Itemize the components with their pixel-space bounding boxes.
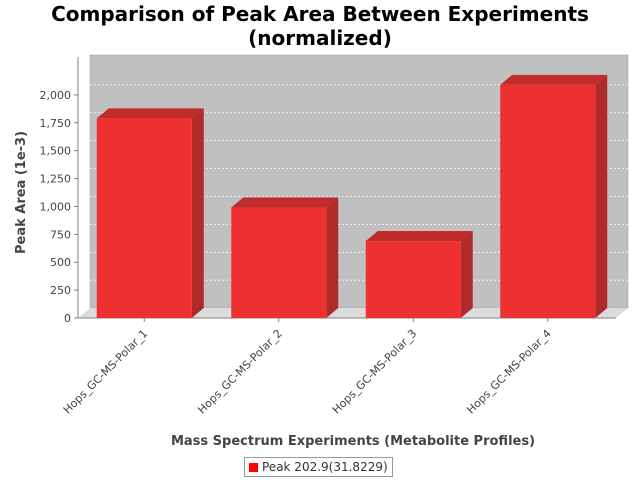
x-tick-label: Hops_GC-MS-Polar_1 xyxy=(61,327,151,417)
bar xyxy=(231,207,327,318)
bar-side xyxy=(326,197,339,318)
legend-label: Peak 202.9(31.8229) xyxy=(262,460,388,474)
y-tick-label: 1,000 xyxy=(40,200,72,213)
bar-side xyxy=(460,231,473,318)
bar-top xyxy=(231,197,339,208)
x-axis-label: Mass Spectrum Experiments (Metabolite Pr… xyxy=(171,434,535,449)
x-tick-label: Hops_GC-MS-Polar_3 xyxy=(330,327,420,417)
plot-floor xyxy=(78,308,628,318)
y-tick-label: 1,750 xyxy=(40,117,72,130)
bar-side xyxy=(191,108,204,318)
x-tick-label: Hops_GC-MS-Polar_4 xyxy=(464,327,554,417)
x-tick-label: Hops_GC-MS-Polar_2 xyxy=(195,327,285,417)
y-tick-label: 1,250 xyxy=(40,173,72,186)
legend-swatch xyxy=(249,462,258,472)
bar xyxy=(365,241,461,318)
y-tick-label: 2,000 xyxy=(40,89,72,102)
bar-top xyxy=(500,74,608,85)
chart-title-line-2: (normalized) xyxy=(248,26,392,50)
bar-side xyxy=(595,74,608,318)
y-tick-label: 1,500 xyxy=(40,145,72,158)
y-tick-label: 0 xyxy=(64,312,71,325)
bar-top xyxy=(96,108,204,119)
y-axis-label: Peak Area (1e-3) xyxy=(14,131,29,254)
chart-title-line-1: Comparison of Peak Area Between Experime… xyxy=(51,2,589,26)
y-tick-label: 500 xyxy=(50,256,71,269)
chart-title: Comparison of Peak Area Between Experime… xyxy=(0,2,640,50)
bar xyxy=(96,118,192,318)
legend: Peak 202.9(31.8229) xyxy=(244,457,393,477)
y-tick-label: 750 xyxy=(50,228,71,241)
bar-top xyxy=(365,231,473,242)
bar xyxy=(500,84,596,318)
y-tick-label: 250 xyxy=(50,284,71,297)
